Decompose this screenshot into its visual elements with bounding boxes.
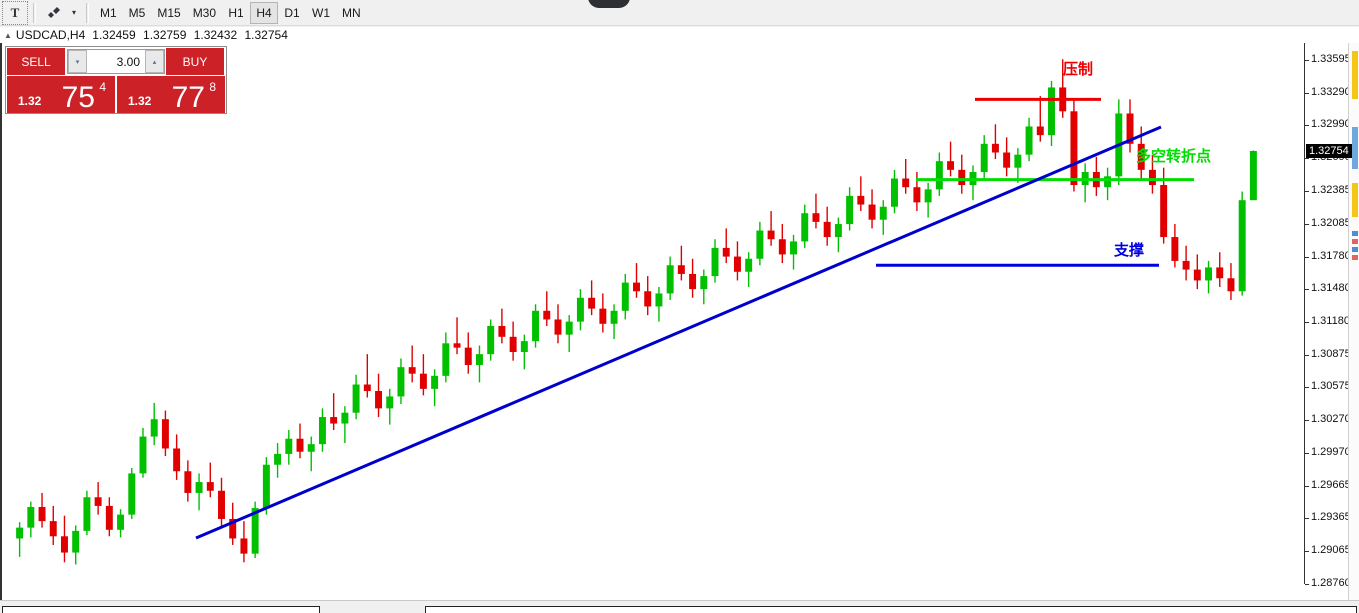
timeframe-d1[interactable]: D1 — [284, 5, 300, 20]
toolbar-separator — [33, 2, 36, 23]
price-tick — [1305, 125, 1309, 127]
bottom-panel-bar — [0, 600, 1359, 613]
timeframe-mn[interactable]: MN — [342, 5, 361, 20]
timeframe-group: M1 M5 M15 M30 H1 H4 D1 W1 MN — [94, 1, 367, 25]
one-click-trading-panel[interactable]: SELL ▾ 3.00 ▴ BUY 1.32 75 4 1.32 77 8 — [5, 46, 227, 114]
price-label: 1.29365 — [1311, 511, 1351, 524]
toolbar-separator-2 — [86, 2, 89, 23]
trade-controls-row: SELL ▾ 3.00 ▴ BUY — [6, 47, 226, 76]
current-price-label: 1.32754 — [1306, 143, 1352, 158]
price-tick — [1305, 354, 1309, 356]
support-annotation: 支撑 — [1114, 241, 1145, 259]
price-label: 1.32085 — [1311, 216, 1351, 229]
sell-button[interactable]: SELL — [7, 48, 65, 75]
nav-segment-yellow-2 — [1352, 183, 1358, 217]
nav-tick-blue-1 — [1352, 231, 1358, 236]
buy-price-prefix: 1.32 — [128, 94, 152, 108]
sell-quote[interactable]: 1.32 75 4 — [7, 76, 115, 114]
ohlc-open: 1.32459 — [92, 28, 136, 42]
ohlc-close: 1.32754 — [244, 28, 288, 42]
cursor-overlay — [588, 0, 630, 8]
price-tick — [1305, 452, 1309, 454]
nav-tick-red-1 — [1352, 239, 1358, 244]
timeframe-w1[interactable]: W1 — [312, 5, 331, 20]
symbol-name: USDCAD,H4 — [15, 28, 86, 42]
chart-toolbar: T ▾ M1 M5 M15 M30 H1 H4 D1 W1 MN — [0, 0, 1359, 26]
price-label: 1.31780 — [1311, 249, 1351, 262]
price-tick — [1305, 420, 1309, 422]
price-label: 1.33290 — [1311, 85, 1351, 98]
volume-increase-button[interactable]: ▴ — [145, 50, 164, 73]
price-label: 1.31180 — [1311, 314, 1350, 327]
quote-row: 1.32 75 4 1.32 77 8 — [6, 76, 226, 114]
bottom-panel-right[interactable] — [425, 606, 1357, 613]
market-navigator-strip[interactable] — [1348, 43, 1359, 600]
price-tick — [1305, 157, 1309, 159]
price-label: 1.28760 — [1311, 577, 1351, 589]
nav-segment-blue — [1352, 127, 1358, 169]
price-tick — [1305, 485, 1309, 487]
price-label: 1.30270 — [1311, 413, 1351, 426]
timeframe-h4[interactable]: H4 — [250, 1, 279, 24]
nav-segment-yellow-1 — [1352, 51, 1358, 99]
turning-point-annotation: 多空转折点 — [1136, 147, 1212, 165]
volume-stepper[interactable]: ▾ 3.00 ▴ — [67, 49, 165, 74]
buy-price-fraction: 8 — [209, 80, 216, 94]
buy-price-big: 77 — [171, 81, 205, 114]
price-tick — [1305, 289, 1309, 291]
collapse-arrow-icon[interactable]: ▲ — [4, 30, 12, 40]
price-tick — [1305, 256, 1309, 258]
price-tick — [1305, 584, 1309, 585]
sell-price-prefix: 1.32 — [18, 94, 42, 108]
chart-area[interactable]: 1.335951.332901.329901.326901.323851.320… — [0, 43, 1359, 600]
price-label: 1.30875 — [1311, 347, 1351, 360]
bottom-panel-left[interactable] — [2, 606, 320, 613]
symbol-info-bar: ▲ USDCAD,H4 1.32459 1.32759 1.32432 1.32… — [0, 27, 1359, 43]
price-label: 1.29665 — [1311, 478, 1351, 491]
price-tick — [1305, 223, 1309, 225]
price-tick — [1305, 59, 1309, 61]
ohlc-high: 1.32759 — [143, 28, 187, 42]
resistance-annotation: 压制 — [1063, 60, 1094, 78]
price-tick — [1305, 550, 1309, 552]
price-label: 1.32385 — [1311, 183, 1351, 196]
timeframe-m30[interactable]: M30 — [192, 5, 217, 20]
price-label: 1.29065 — [1311, 543, 1351, 556]
volume-decrease-button[interactable]: ▾ — [68, 50, 87, 73]
timeframe-h1[interactable]: H1 — [228, 5, 244, 20]
price-label: 1.29970 — [1311, 445, 1351, 458]
price-label: 1.32990 — [1311, 118, 1351, 131]
ohlc-values: 1.32459 1.32759 1.32432 1.32754 — [92, 28, 292, 42]
price-label: 1.31480 — [1311, 282, 1351, 295]
objects-icon[interactable] — [41, 1, 67, 25]
volume-input[interactable]: 3.00 — [116, 54, 140, 69]
sell-price-fraction: 4 — [99, 80, 106, 94]
timeframe-m15[interactable]: M15 — [157, 5, 181, 20]
buy-quote[interactable]: 1.32 77 8 — [117, 76, 225, 114]
timeframe-m5[interactable]: M5 — [128, 5, 146, 20]
text-tool-icon[interactable]: T — [2, 0, 28, 25]
price-axis[interactable]: 1.335951.332901.329901.326901.323851.320… — [1304, 43, 1352, 589]
nav-tick-blue-2 — [1352, 247, 1358, 252]
price-tick — [1305, 92, 1309, 94]
price-tick — [1305, 518, 1309, 520]
ohlc-low: 1.32432 — [193, 28, 238, 42]
nav-tick-red-2 — [1352, 255, 1358, 260]
price-tick — [1305, 321, 1309, 323]
price-tick — [1305, 190, 1309, 192]
sell-price-big: 75 — [61, 81, 95, 114]
timeframe-m1[interactable]: M1 — [100, 5, 117, 20]
price-label: 1.33595 — [1311, 52, 1351, 65]
price-label: 1.30575 — [1311, 380, 1351, 393]
objects-dropdown-caret[interactable]: ▾ — [71, 8, 76, 17]
candlestick-plot[interactable] — [4, 43, 1304, 584]
buy-button[interactable]: BUY — [166, 48, 224, 75]
price-tick — [1305, 387, 1309, 389]
